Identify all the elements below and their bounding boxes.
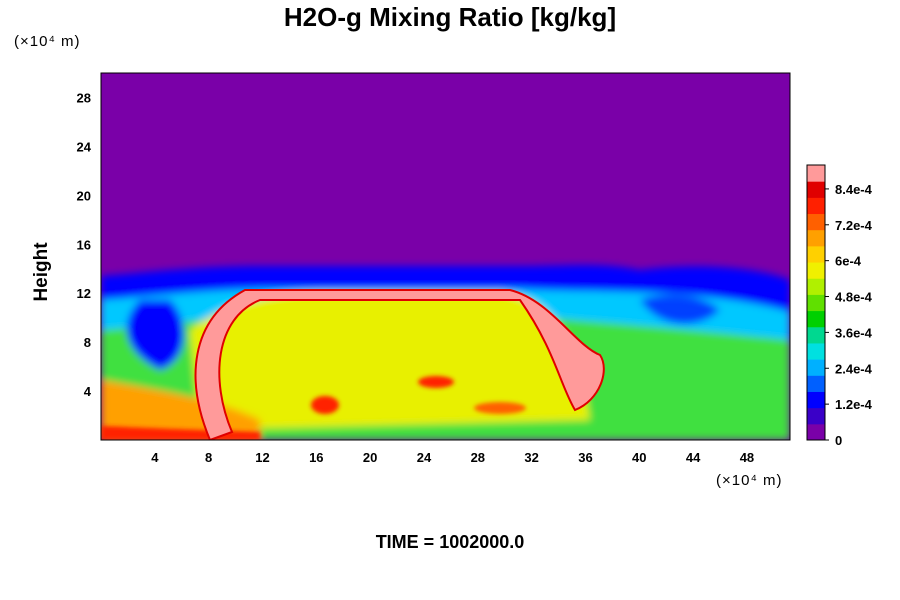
y-tick-label: 4 xyxy=(84,384,92,399)
saturated-arc xyxy=(194,289,605,440)
colorbar-swatch xyxy=(807,197,825,215)
x-tick-label: 44 xyxy=(686,450,701,465)
x-tick-label: 8 xyxy=(205,450,212,465)
colorbar-label: 8.4e-4 xyxy=(835,182,873,197)
x-tick-label: 12 xyxy=(255,450,269,465)
time-label: TIME = 1002000.0 xyxy=(375,532,525,552)
colorbar-swatch xyxy=(807,165,825,182)
x-tick-label: 32 xyxy=(524,450,538,465)
field-layer xyxy=(101,73,790,440)
colorbar-swatch xyxy=(807,245,825,263)
colorbar-frame xyxy=(806,164,826,441)
y-tick-label: 20 xyxy=(77,188,91,203)
x-tick-label: 16 xyxy=(309,450,323,465)
red-blob-16 xyxy=(311,396,339,414)
x-tick-label: 28 xyxy=(471,450,485,465)
colorbar-swatch xyxy=(807,326,825,344)
colorbar-label: 3.6e-4 xyxy=(835,325,873,340)
moist-core-yellow xyxy=(190,292,590,430)
y-tick-label: 28 xyxy=(77,90,91,105)
colorbar-swatch xyxy=(807,310,825,328)
colorbar-swatch xyxy=(807,262,825,279)
left-eddy-blue xyxy=(126,300,184,370)
colorbar-swatch xyxy=(807,391,825,409)
colorbar-label: 4.8e-4 xyxy=(835,290,873,305)
y-tick-label: 16 xyxy=(77,237,91,252)
x-tick-label: 24 xyxy=(417,450,432,465)
colorbar: 8.4e-4 7.2e-4 6e-4 4.8e-4 3.6e-4 2.4e-4 1.2e-4… xyxy=(806,164,873,448)
red-blob-24 xyxy=(418,376,454,388)
colorbar-label: 6e-4 xyxy=(835,254,862,269)
x-tick-label: 48 xyxy=(740,450,754,465)
colorbar-swatch xyxy=(807,294,825,312)
x-axis-unit: (×10⁴ m) xyxy=(716,472,783,489)
colorbar-swatch xyxy=(807,181,825,198)
orange-blob-27 xyxy=(474,402,526,414)
colorbar-swatch xyxy=(807,375,825,392)
colorbar-swatch xyxy=(807,342,825,360)
colorbar-label: 1.2e-4 xyxy=(835,397,873,412)
colorbar-label: 0 xyxy=(835,433,842,448)
colorbar-swatch xyxy=(807,359,825,376)
colorbar-label: 2.4e-4 xyxy=(835,361,873,376)
chart-title: H2O-g Mixing Ratio [kg/kg] xyxy=(283,2,617,32)
y-tick-label: 8 xyxy=(84,335,91,350)
x-tick-label: 36 xyxy=(578,450,592,465)
plot-frame xyxy=(100,72,791,441)
x-tick-label: 20 xyxy=(363,450,377,465)
y-ticks-group: 4 8 12 16 20 24 28 xyxy=(77,90,92,399)
y-tick-label: 24 xyxy=(77,139,92,154)
colorbar-swatch xyxy=(807,407,825,425)
x-tick-label: 40 xyxy=(632,450,646,465)
y-axis-unit: (×10⁴ m) xyxy=(14,33,81,50)
x-ticks-group: 4 8 12 16 20 24 28 32 36 40 44 48 xyxy=(151,450,754,465)
colorbar-swatch xyxy=(807,213,825,231)
colorbar-swatch xyxy=(807,229,825,247)
colorbar-label: 7.2e-4 xyxy=(835,218,873,233)
colorbar-swatch xyxy=(807,423,825,441)
right-eddy-blue xyxy=(640,294,720,324)
x-tick-label: 4 xyxy=(151,450,159,465)
y-tick-label: 12 xyxy=(77,286,91,301)
colorbar-swatch xyxy=(807,278,825,295)
